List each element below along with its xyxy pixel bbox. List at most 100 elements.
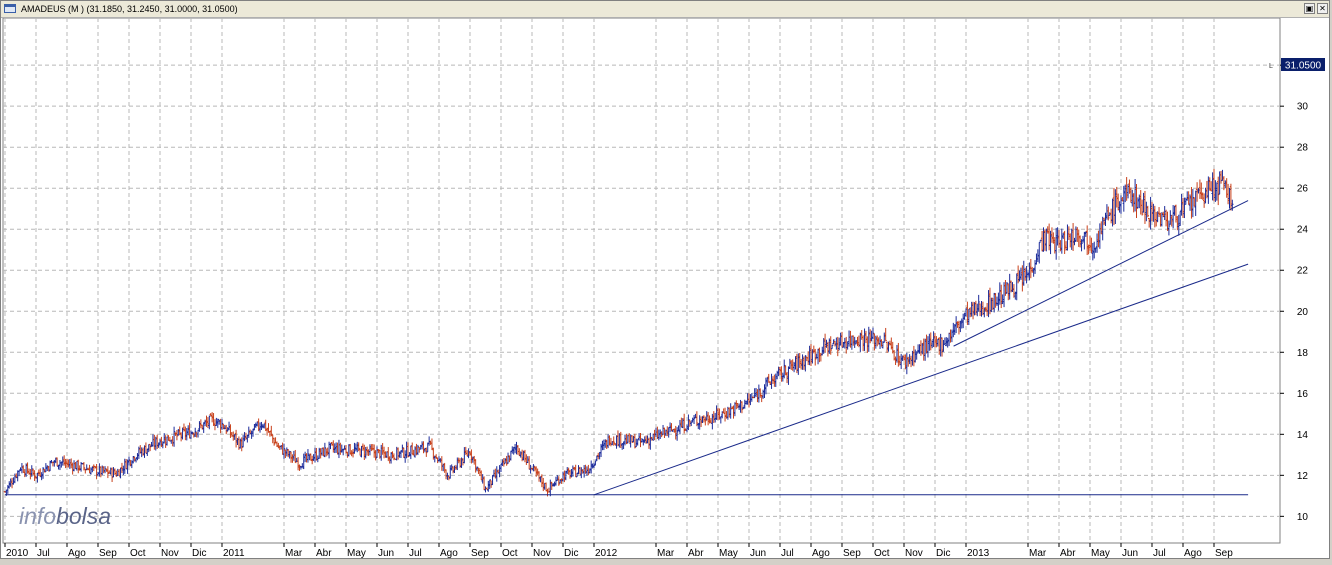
window-title: AMADEUS (M ) (31.1850, 31.2450, 31.0000,…	[21, 4, 238, 14]
ohlc-bar	[502, 458, 506, 467]
x-tick-label: Jun	[378, 548, 394, 559]
ohlc-bar	[695, 411, 699, 427]
x-tick-label: Ago	[812, 548, 830, 559]
ohlc-bar	[425, 447, 428, 457]
x-tick-label: 2010	[6, 548, 29, 559]
y-tick-label: 30	[1297, 102, 1309, 113]
last-price-marker: L	[1269, 63, 1273, 70]
ohlc-bar	[132, 455, 135, 464]
y-tick-label: 12	[1297, 471, 1309, 482]
x-tick-label: Sep	[843, 548, 861, 559]
x-tick-label: Jul	[1153, 548, 1166, 559]
x-tick-label: Oct	[130, 548, 146, 559]
y-tick-label: 16	[1297, 389, 1309, 400]
x-tick-label: Nov	[161, 548, 179, 559]
y-tick-label: 24	[1297, 225, 1309, 236]
ohlc-bar	[294, 449, 297, 464]
x-tick-label: Oct	[874, 548, 890, 559]
ohlc-bar	[829, 336, 832, 355]
x-tick-label: Jun	[750, 548, 766, 559]
ohlc-bar	[216, 418, 219, 428]
x-tick-label: Abr	[688, 548, 704, 559]
ohlc-bars	[3, 168, 1234, 497]
ohlc-bar	[341, 448, 345, 456]
y-tick-label: 26	[1297, 184, 1309, 195]
x-tick-label: Ago	[1184, 548, 1202, 559]
ohlc-bar	[783, 359, 786, 379]
ohlc-bar	[392, 453, 396, 461]
ohlc-bar	[612, 436, 615, 446]
ohlc-bar	[282, 443, 286, 459]
ohlc-bar	[106, 466, 110, 479]
ohlc-bar	[1005, 282, 1009, 294]
ohlc-bar	[270, 425, 273, 437]
x-tick-label: Dic	[192, 548, 206, 559]
ohlc-bar	[148, 443, 152, 452]
x-tick-label: Mar	[657, 548, 675, 559]
watermark-info: info	[19, 503, 56, 529]
ohlc-bar	[172, 426, 176, 447]
x-tick-label: 2013	[967, 548, 990, 559]
plot-frame	[2, 17, 1281, 544]
ohlc-bar	[434, 454, 438, 459]
ohlc-bar	[830, 344, 834, 350]
ohlc-bar	[194, 427, 197, 437]
watermark-logo: infobolsa	[19, 503, 111, 529]
close-icon[interactable]: ✕	[1317, 3, 1328, 14]
x-tick-label: Ago	[440, 548, 458, 559]
ohlc-bar	[306, 449, 310, 463]
trendline-trend-2011-low	[593, 263, 1249, 496]
ohlc-bar	[675, 427, 679, 441]
ohlc-bar	[1146, 205, 1149, 218]
x-tick-label: Jul	[37, 548, 50, 559]
x-tick-label: Dic	[936, 548, 950, 559]
ohlc-bar	[1217, 176, 1220, 206]
ohlc-bar	[225, 424, 228, 435]
ohlc-bar	[687, 414, 690, 431]
last-price-box	[1281, 58, 1325, 71]
ohlc-bar	[1231, 199, 1234, 211]
ohlc-bar	[323, 442, 327, 458]
x-tick-label: Abr	[1060, 548, 1076, 559]
x-tick-label: May	[1091, 548, 1110, 559]
x-tick-label: Nov	[905, 548, 923, 559]
y-tick-label: 22	[1297, 266, 1309, 277]
ohlc-bar	[832, 339, 835, 345]
ohlc-bar	[1167, 220, 1171, 236]
y-tick-label: 14	[1297, 430, 1309, 441]
ohlc-bar	[208, 415, 211, 430]
x-tick-label: 2012	[595, 548, 618, 559]
x-tick-label: Dic	[564, 548, 578, 559]
x-tick-label: Ago	[68, 548, 86, 559]
ohlc-bar	[41, 467, 45, 479]
ohlc-bar	[475, 466, 479, 472]
ohlc-bar	[406, 442, 410, 458]
ohlc-bar	[1135, 183, 1138, 219]
x-tick-label: May	[347, 548, 366, 559]
ohlc-bar	[488, 479, 491, 490]
ohlc-bar	[43, 469, 46, 473]
axes: 1012141618202224262830322010JulAgoSepOct…	[4, 61, 1309, 559]
price-chart: 1012141618202224262830322010JulAgoSepOct…	[2, 17, 1325, 559]
x-tick-label: Sep	[471, 548, 489, 559]
ohlc-bar	[446, 472, 449, 480]
ohlc-bar	[633, 433, 637, 449]
last-price-label: 31.0500	[1285, 61, 1322, 72]
ohlc-bar	[871, 327, 875, 340]
ohlc-bar	[704, 416, 707, 426]
ohlc-bar	[977, 294, 980, 312]
watermark-bolsa: bolsa	[56, 503, 111, 529]
ohlc-bar	[505, 455, 508, 466]
ohlc-bar	[175, 429, 179, 441]
chart-area: 1012141618202224262830322010JulAgoSepOct…	[1, 17, 1331, 560]
restore-icon[interactable]: ▣	[1304, 3, 1315, 14]
trendlines	[5, 200, 1249, 496]
ohlc-bar	[82, 462, 86, 471]
y-tick-label: 10	[1297, 512, 1309, 523]
ohlc-bar	[759, 388, 762, 398]
ohlc-bar	[814, 348, 817, 366]
ohlc-bar	[557, 476, 560, 486]
ohlc-bar	[1107, 206, 1110, 221]
window-icon	[4, 4, 16, 13]
